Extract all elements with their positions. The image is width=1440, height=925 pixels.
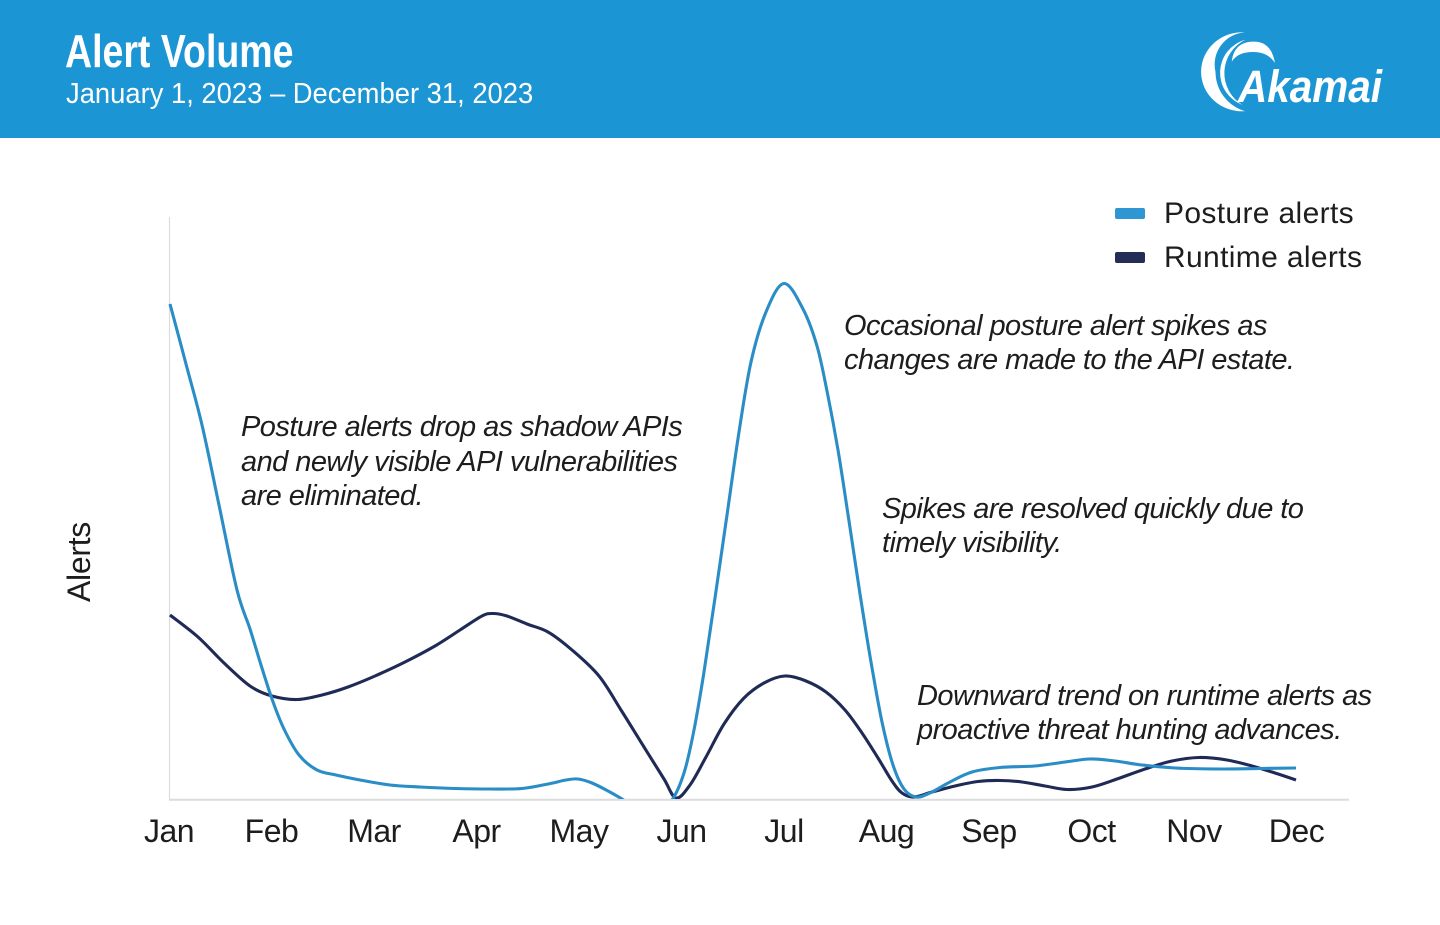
svg-text:Alerts: Alerts bbox=[61, 522, 97, 602]
svg-text:Sep: Sep bbox=[961, 813, 1016, 849]
svg-text:Mar: Mar bbox=[347, 813, 401, 849]
svg-text:Jun: Jun bbox=[656, 813, 706, 849]
svg-text:Nov: Nov bbox=[1166, 813, 1222, 849]
svg-text:Dec: Dec bbox=[1269, 813, 1325, 849]
svg-text:Feb: Feb bbox=[245, 813, 299, 849]
svg-text:Jan: Jan bbox=[144, 813, 194, 849]
svg-text:Aug: Aug bbox=[859, 813, 914, 849]
svg-text:Apr: Apr bbox=[452, 813, 501, 849]
svg-text:Jul: Jul bbox=[764, 813, 803, 849]
svg-text:Akamai: Akamai bbox=[1237, 62, 1383, 112]
svg-text:May: May bbox=[550, 813, 609, 849]
svg-text:Oct: Oct bbox=[1067, 813, 1116, 849]
